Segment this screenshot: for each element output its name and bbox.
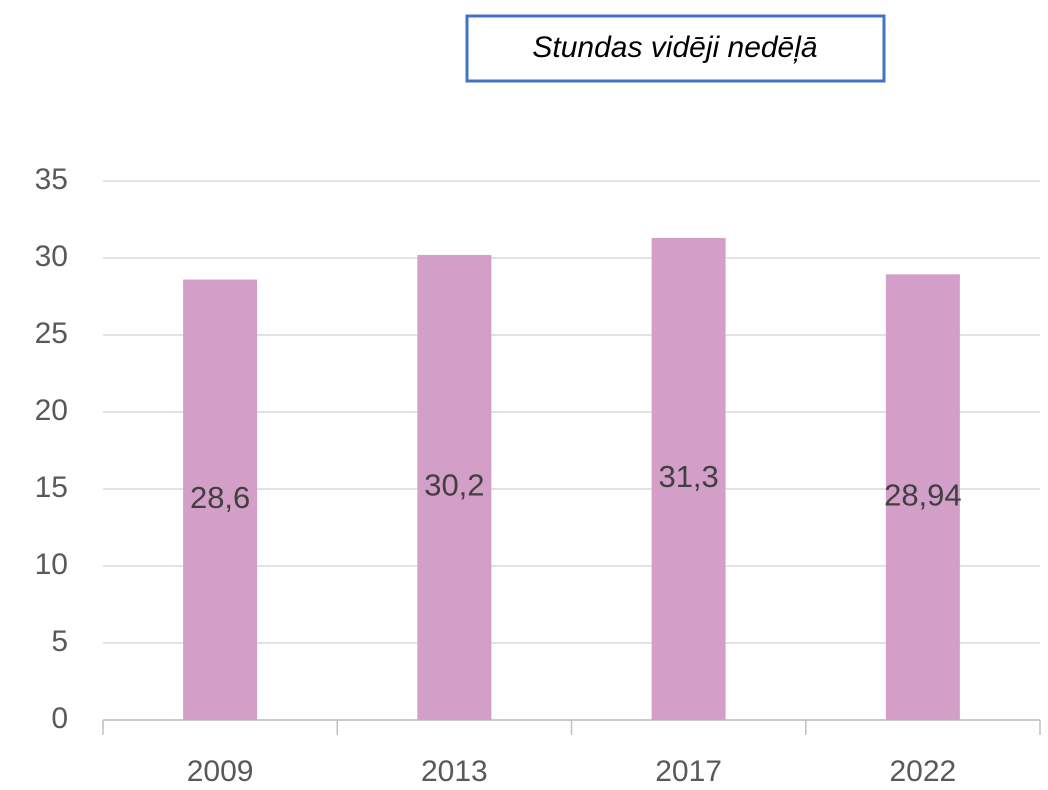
x-tick-label: 2013 [421,755,488,788]
x-tick-label: 2017 [655,755,722,788]
data-label: 28,94 [884,477,962,512]
bar [885,274,960,720]
bar [417,254,492,721]
data-label: 30,2 [424,468,484,503]
x-tick-label: 2009 [187,755,254,788]
y-tick-label: 30 [35,240,68,273]
y-tick-label: 35 [35,163,68,196]
chart-title: Stundas vidēji nedēļā [532,31,817,64]
y-tick-label: 0 [51,702,68,735]
data-label: 28,6 [190,480,250,515]
bar [651,237,726,721]
y-tick-label: 20 [35,394,68,427]
y-tick-label: 10 [35,548,68,581]
y-tick-label: 5 [51,625,68,658]
y-tick-label: 15 [35,471,68,504]
bar [183,279,258,720]
title-box [465,14,886,83]
x-tick-label: 2022 [890,755,957,788]
data-label: 31,3 [658,459,718,494]
y-tick-label: 25 [35,317,68,350]
